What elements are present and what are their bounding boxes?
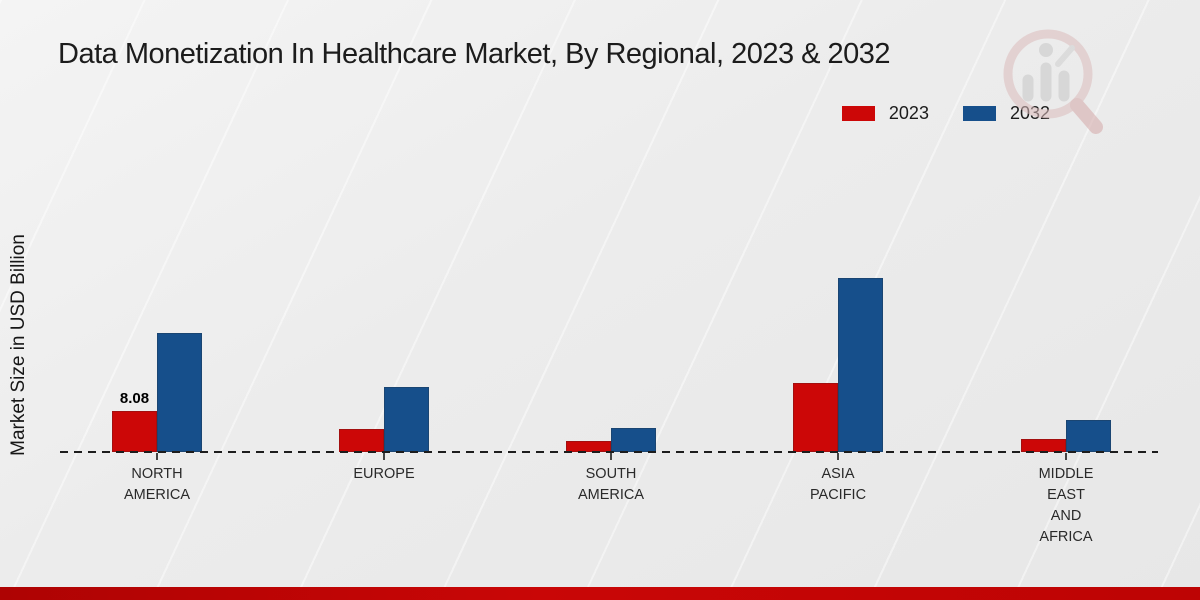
bar-2032-middle-east-and-africa xyxy=(1066,420,1111,452)
category-label-middle-east-and-africa: MIDDLE EAST AND AFRICA xyxy=(1038,466,1094,546)
bar-2032-north-america xyxy=(157,333,202,452)
bar-2023-asia-pacific xyxy=(793,383,838,452)
footer-red-band xyxy=(0,587,1200,600)
legend-swatch-2032 xyxy=(962,106,996,121)
axis-tick-middle-east-and-africa xyxy=(1065,453,1067,460)
bar-2023-europe xyxy=(339,429,384,452)
category-label-europe: EUROPE xyxy=(353,466,415,482)
bar-2023-south-america xyxy=(566,441,611,452)
axis-tick-europe xyxy=(383,453,385,460)
chart-title: Data Monetization In Healthcare Market, … xyxy=(58,38,891,70)
axis-tick-north-america xyxy=(156,453,158,460)
legend-label-2023: 2023 xyxy=(888,103,929,123)
axis-tick-south-america xyxy=(610,453,612,460)
axis-tick-asia-pacific xyxy=(837,453,839,460)
bar-2032-south-america xyxy=(611,428,656,452)
x-axis-baseline xyxy=(60,451,1158,453)
legend-swatch-2023 xyxy=(841,106,875,121)
bar-2023-north-america xyxy=(112,411,157,452)
category-label-north-america: NORTH AMERICA xyxy=(123,466,191,504)
category-label-asia-pacific: ASIA PACIFIC xyxy=(809,466,867,504)
legend-item-2023: 2023 xyxy=(841,103,929,124)
bar-2032-europe xyxy=(384,387,429,452)
bar-2032-asia-pacific xyxy=(838,278,883,452)
category-label-south-america: SOUTH AMERICA xyxy=(577,466,645,504)
data-label-2023: 8.08 xyxy=(119,390,150,407)
bar-2023-middle-east-and-africa xyxy=(1021,439,1066,452)
